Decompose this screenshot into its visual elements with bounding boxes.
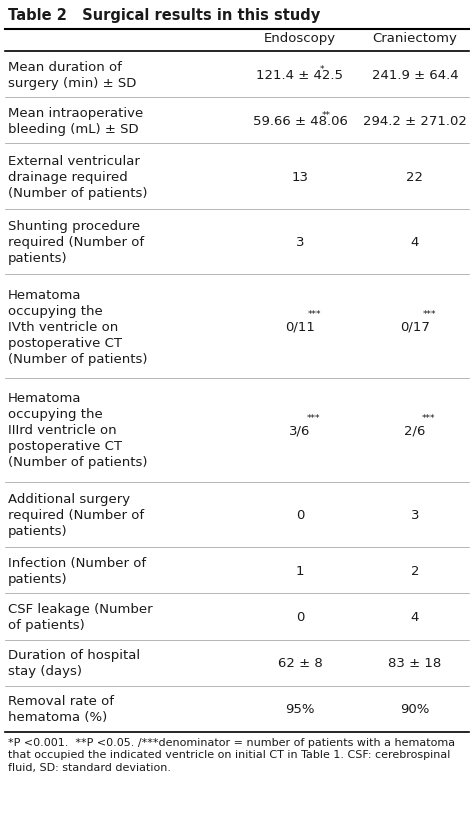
Text: 62 ± 8: 62 ± 8 (278, 657, 322, 669)
Text: Hematoma
occupying the
IIIrd ventricle on
postoperative CT
(Number of patients): Hematoma occupying the IIIrd ventricle o… (8, 392, 147, 469)
Text: Endoscopy: Endoscopy (264, 32, 336, 45)
Text: 121.4 ± 42.5: 121.4 ± 42.5 (256, 69, 344, 82)
Text: ***: *** (307, 414, 320, 423)
Text: *: * (320, 65, 325, 74)
Text: Mean intraoperative
bleeding (mL) ± SD: Mean intraoperative bleeding (mL) ± SD (8, 107, 143, 136)
Text: Mean duration of
surgery (min) ± SD: Mean duration of surgery (min) ± SD (8, 60, 137, 89)
Text: External ventricular
drainage required
(Number of patients): External ventricular drainage required (… (8, 155, 147, 199)
Text: **: ** (322, 111, 331, 120)
Text: 0: 0 (296, 509, 304, 521)
Text: 13: 13 (292, 170, 309, 184)
Text: 0/11: 0/11 (285, 320, 315, 333)
Text: 3/6: 3/6 (289, 423, 310, 437)
Text: *P <0.001.  **P <0.05. /***denominator = number of patients with a hematoma that: *P <0.001. **P <0.05. /***denominator = … (8, 737, 455, 772)
Text: 4: 4 (411, 610, 419, 624)
Text: 95%: 95% (285, 702, 315, 715)
Text: 59.66 ± 48.06: 59.66 ± 48.06 (253, 115, 347, 127)
Text: Hematoma
occupying the
IVth ventricle on
postoperative CT
(Number of patients): Hematoma occupying the IVth ventricle on… (8, 289, 147, 366)
Text: 83 ± 18: 83 ± 18 (388, 657, 442, 669)
Text: 2: 2 (411, 564, 419, 577)
Text: Table 2   Surgical results in this study: Table 2 Surgical results in this study (8, 8, 320, 23)
Text: ***: *** (308, 310, 321, 318)
Text: ***: *** (423, 310, 437, 318)
Text: Shunting procedure
required (Number of
patients): Shunting procedure required (Number of p… (8, 220, 144, 265)
Text: 90%: 90% (401, 702, 430, 715)
Text: CSF leakage (Number
of patients): CSF leakage (Number of patients) (8, 602, 153, 631)
Text: 1: 1 (296, 564, 304, 577)
Text: 4: 4 (411, 236, 419, 249)
Text: ***: *** (421, 414, 435, 423)
Text: Infection (Number of
patients): Infection (Number of patients) (8, 556, 146, 585)
Text: Duration of hospital
stay (days): Duration of hospital stay (days) (8, 648, 140, 677)
Text: Removal rate of
hematoma (%): Removal rate of hematoma (%) (8, 695, 114, 724)
Text: 2/6: 2/6 (404, 423, 426, 437)
Text: 22: 22 (407, 170, 423, 184)
Text: 241.9 ± 64.4: 241.9 ± 64.4 (372, 69, 458, 82)
Text: 294.2 ± 271.02: 294.2 ± 271.02 (363, 115, 467, 127)
Text: 3: 3 (411, 509, 419, 521)
Text: Additional surgery
required (Number of
patients): Additional surgery required (Number of p… (8, 492, 144, 538)
Text: 0: 0 (296, 610, 304, 624)
Text: 0/17: 0/17 (400, 320, 430, 333)
Text: 3: 3 (296, 236, 304, 249)
Text: Craniectomy: Craniectomy (373, 32, 457, 45)
